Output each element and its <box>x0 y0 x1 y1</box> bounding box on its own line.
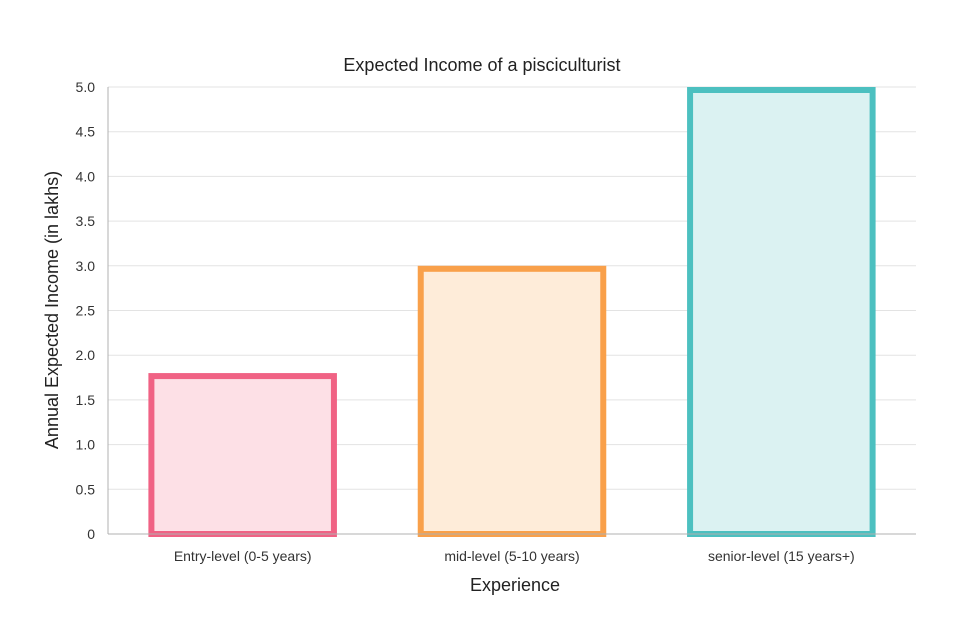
y-tick-label: 0 <box>87 526 95 542</box>
axes <box>107 87 916 535</box>
y-tick-label: 2.5 <box>76 303 96 319</box>
bar <box>417 265 607 537</box>
y-tick-label: 4.0 <box>76 168 96 184</box>
chart-title: Expected Income of a pisciculturist <box>343 55 620 75</box>
bar <box>687 87 876 537</box>
y-tick-label: 1.0 <box>76 437 96 453</box>
y-tick-label: 5.0 <box>76 79 96 95</box>
y-tick-label: 3.5 <box>76 213 96 229</box>
bars <box>148 87 876 537</box>
x-axis-title: Experience <box>470 575 560 595</box>
y-axis-title: Annual Expected Income (in lakhs) <box>42 171 62 449</box>
x-tick-label: mid-level (5-10 years) <box>444 548 579 564</box>
x-tick-label: Entry-level (0-5 years) <box>174 548 312 564</box>
y-tick-label: 2.0 <box>76 347 96 363</box>
y-tick-label: 0.5 <box>76 481 96 497</box>
y-tick-label: 3.0 <box>76 258 96 274</box>
x-tick-label: senior-level (15 years+) <box>708 548 855 564</box>
bar <box>148 373 337 537</box>
y-tick-label: 1.5 <box>76 392 96 408</box>
x-tick-labels: Entry-level (0-5 years) mid-level (5-10 y… <box>174 548 855 564</box>
y-tick-labels: 0 0.5 1.0 1.5 2.0 2.5 3.0 3.5 4.0 4.5 5.0 <box>76 79 96 542</box>
y-tick-label: 4.5 <box>76 124 96 140</box>
